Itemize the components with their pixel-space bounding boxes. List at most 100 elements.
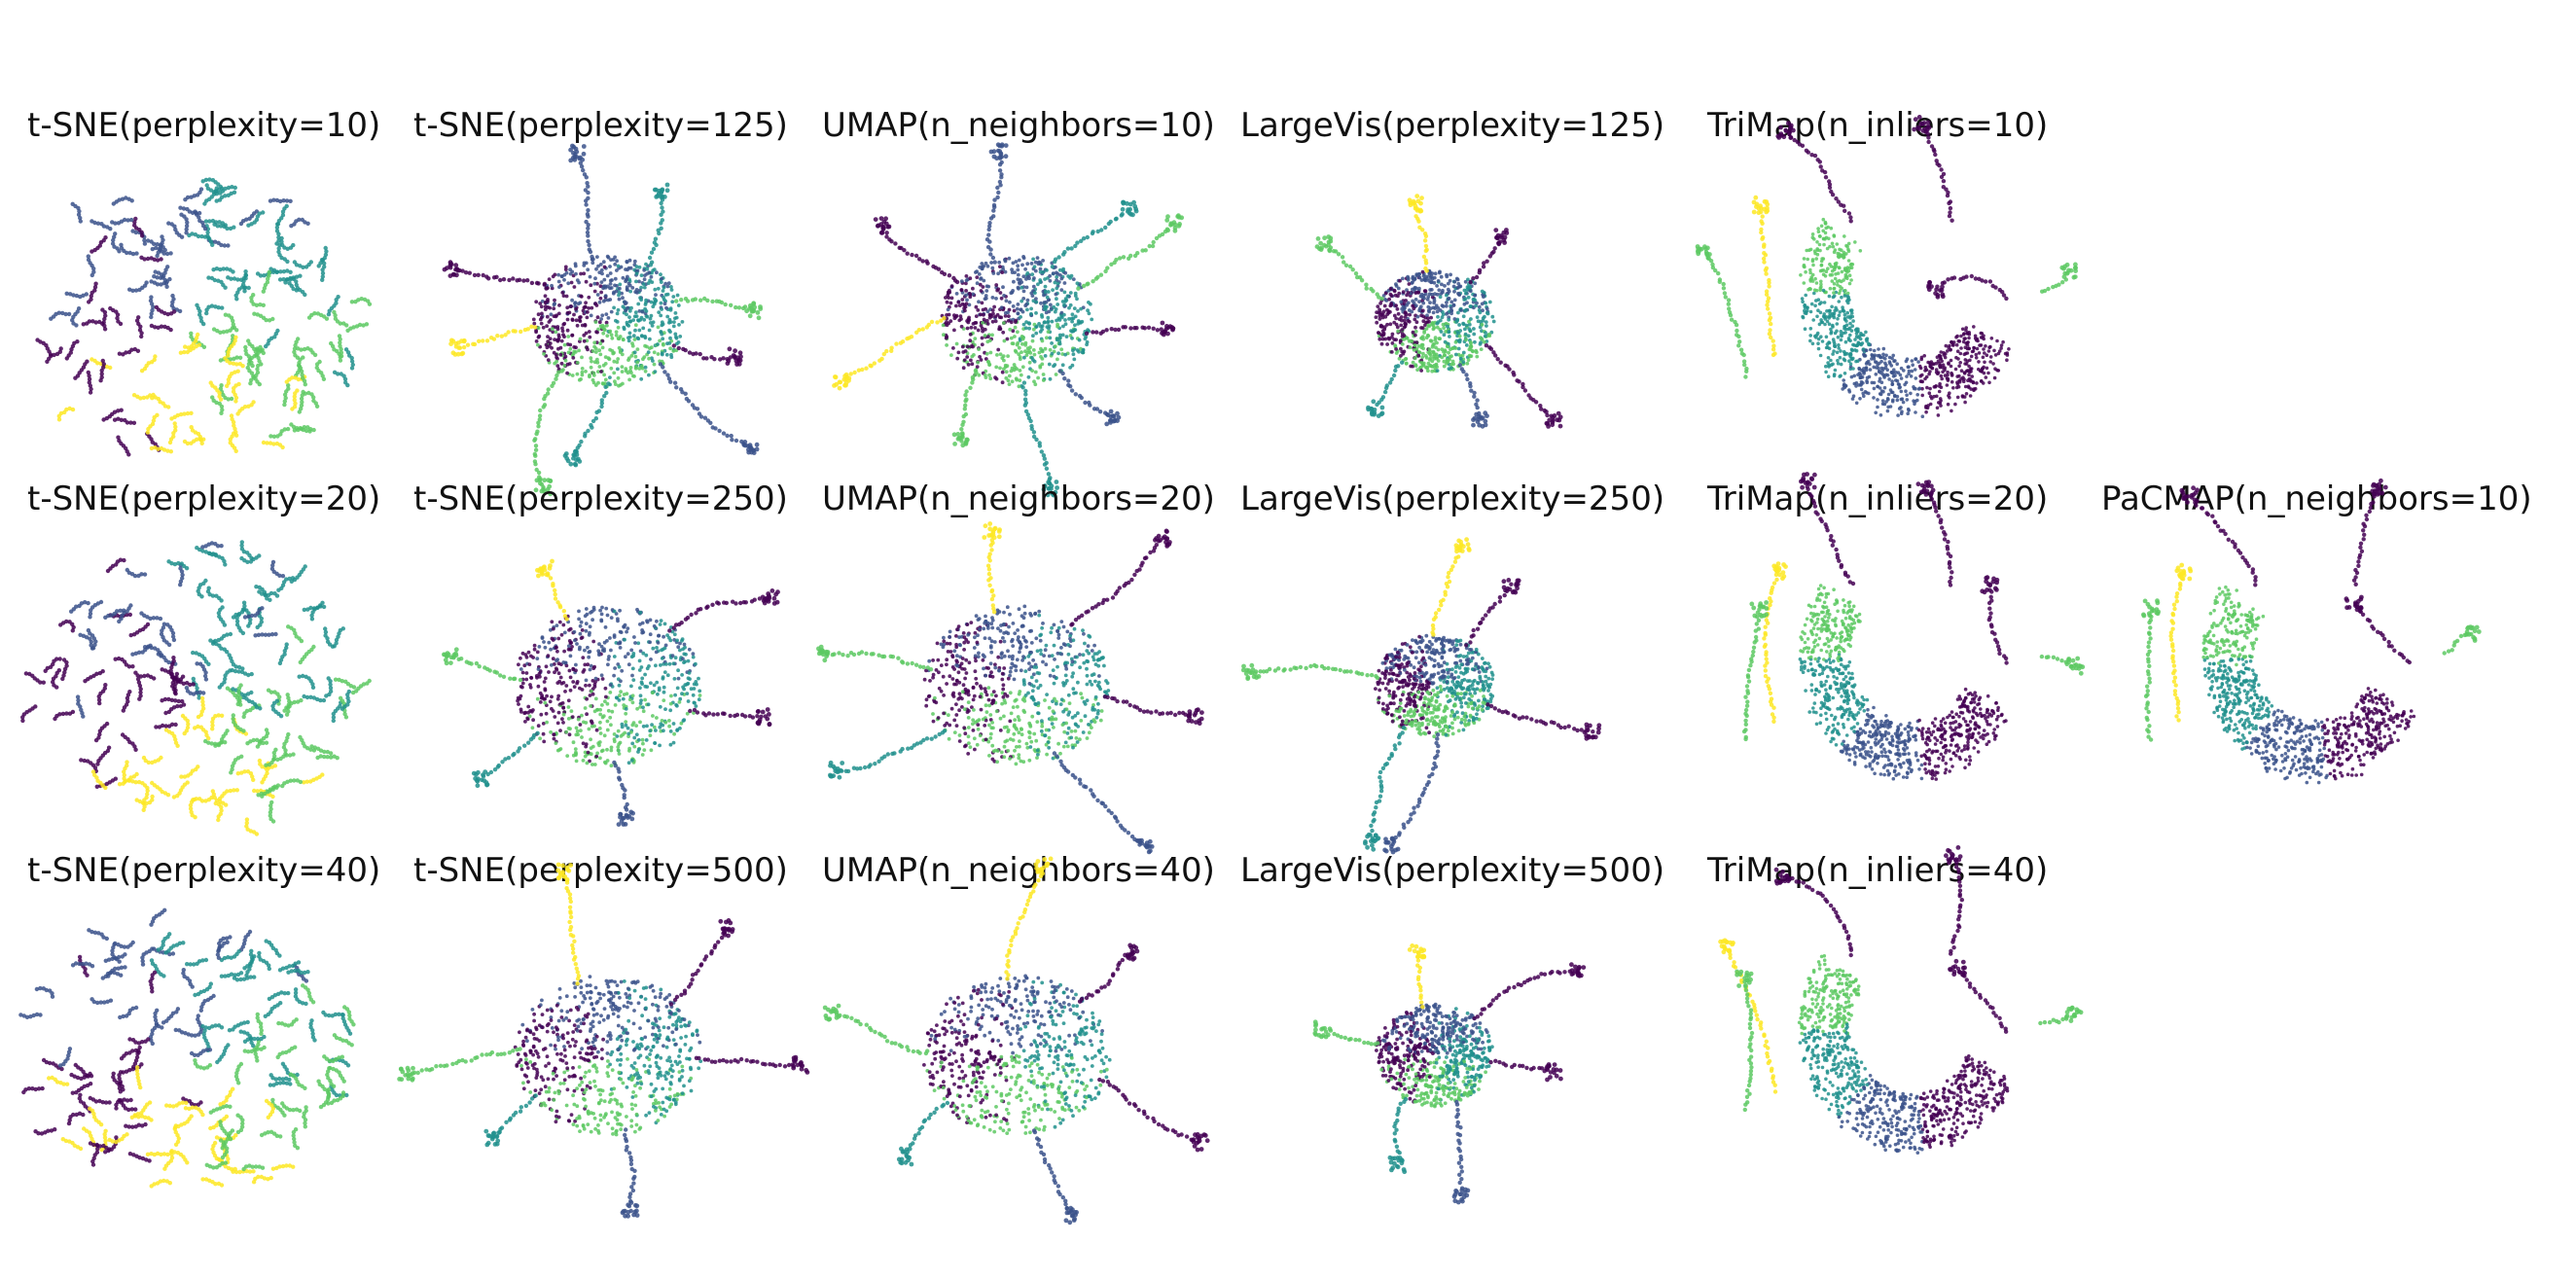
scatter-point	[226, 243, 230, 247]
scatter-point	[1388, 380, 1392, 384]
scatter-point	[732, 353, 736, 358]
scatter-point	[1432, 327, 1436, 331]
scatter-point	[1099, 228, 1103, 231]
scatter-point	[978, 272, 982, 276]
scatter-point	[1449, 355, 1452, 359]
scatter-point	[596, 293, 600, 297]
scatter-point	[647, 350, 651, 354]
scatter-point	[1847, 269, 1851, 273]
panels-layer: t-SNE(perplexity=10) t-SNE(perplexity=125…	[18, 106, 2531, 1225]
scatter-point	[1811, 258, 1815, 262]
scatter-point	[1911, 363, 1914, 367]
scatter-point	[616, 357, 620, 361]
scatter-point	[1829, 359, 1833, 363]
scatter-point	[1907, 408, 1911, 411]
scatter-point	[140, 369, 144, 373]
scatter-point	[1472, 391, 1476, 395]
scatter-point	[1971, 350, 1975, 354]
scatter-point	[1826, 345, 1830, 349]
scatter-point	[549, 318, 553, 322]
scatter-point	[201, 322, 205, 326]
scatter-point	[1417, 300, 1421, 303]
scatter-point	[537, 336, 541, 339]
scatter-point	[1412, 361, 1415, 365]
scatter-point	[730, 438, 733, 442]
scatter-point	[1806, 309, 1809, 313]
scatter-point	[622, 304, 626, 308]
scatter-point	[586, 267, 590, 271]
scatter-point	[1464, 333, 1468, 337]
scatter-point	[621, 382, 625, 386]
scatter-point	[1020, 286, 1023, 290]
scatter-point	[1408, 197, 1413, 202]
scatter-point	[1405, 362, 1409, 366]
scatter-point	[1886, 406, 1890, 409]
scatter-point	[1845, 300, 1849, 303]
scatter-point	[590, 314, 593, 318]
scatter-point	[1831, 324, 1835, 328]
scatter-point	[1076, 348, 1080, 352]
scatter-point	[734, 439, 738, 443]
scatter-point	[1920, 122, 1925, 126]
scatter-point	[1421, 309, 1425, 313]
scatter-point	[1061, 363, 1065, 367]
scatter-point	[1975, 356, 1979, 360]
scatter-point	[1389, 293, 1393, 297]
scatter-point	[1862, 394, 1866, 398]
scatter-point	[965, 302, 969, 305]
scatter-point	[1379, 333, 1383, 337]
scatter-point	[607, 316, 611, 320]
scatter-point	[1928, 387, 1932, 391]
scatter-point	[1114, 217, 1118, 221]
scatter-point	[1850, 375, 1854, 379]
scatter-point	[599, 291, 603, 295]
scatter-point	[1948, 344, 1951, 348]
scatter-point	[1039, 330, 1043, 334]
scatter-point	[1900, 390, 1904, 394]
scatter-point	[621, 296, 625, 300]
scatter-point	[1843, 359, 1847, 363]
scatter-point	[1833, 250, 1837, 254]
scatter-point	[286, 427, 290, 431]
scatter-point	[1874, 360, 1878, 364]
scatter-point	[568, 462, 573, 467]
scatter-point	[889, 349, 893, 353]
scatter-point	[1914, 368, 1917, 372]
scatter-point	[578, 315, 582, 319]
scatter-point	[557, 336, 561, 339]
scatter-point	[687, 399, 691, 403]
scatter-point	[87, 254, 90, 258]
scatter-point	[992, 305, 996, 309]
scatter-point	[571, 356, 575, 360]
scatter-point	[1834, 369, 1838, 373]
scatter-point	[1432, 311, 1436, 315]
scatter-point	[1384, 292, 1388, 296]
scatter-point	[625, 302, 628, 305]
scatter-point	[1434, 336, 1438, 339]
scatter-point	[1842, 332, 1845, 336]
scatter-point	[1900, 409, 1904, 413]
scatter-point	[1914, 410, 1917, 414]
scatter-point	[1793, 138, 1797, 142]
scatter-point	[1379, 324, 1383, 328]
scatter-point	[1448, 297, 1451, 301]
scatter-point	[579, 440, 583, 444]
scatter-point	[1886, 397, 1890, 401]
scatter-point	[644, 336, 648, 339]
scatter-point	[975, 305, 979, 309]
scatter-point	[279, 236, 283, 240]
scatter-point	[594, 410, 598, 414]
scatter-point	[674, 385, 678, 389]
scatter-point	[1063, 353, 1067, 357]
scatter-point	[991, 214, 995, 218]
scatter-point	[1558, 414, 1563, 419]
scatter-point	[1461, 360, 1465, 364]
scatter-point	[673, 316, 677, 320]
scatter-point	[1016, 307, 1020, 311]
scatter-point	[634, 355, 638, 359]
scatter-point	[1839, 349, 1843, 353]
scatter-point	[1480, 347, 1484, 351]
scatter-point	[1899, 406, 1903, 409]
scatter-point	[1817, 298, 1821, 302]
scatter-points	[1696, 115, 2078, 418]
